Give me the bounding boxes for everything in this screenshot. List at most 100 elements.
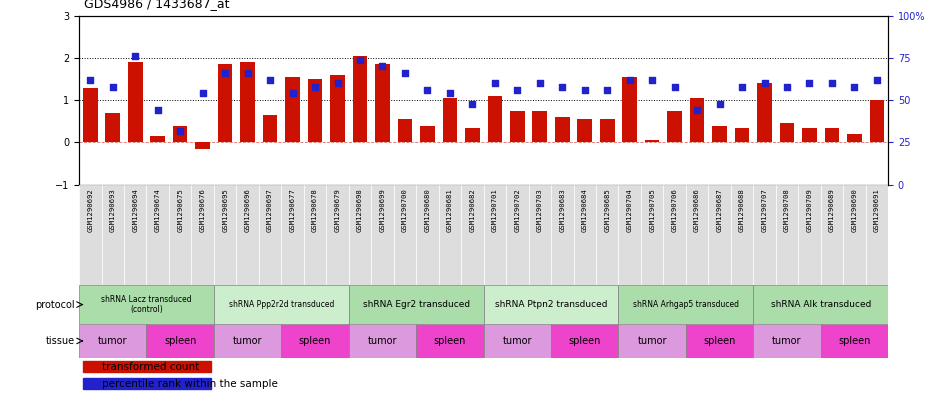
- Text: GSM1290701: GSM1290701: [492, 189, 498, 233]
- Bar: [349, 324, 417, 358]
- Bar: [622, 77, 637, 142]
- Bar: [551, 324, 618, 358]
- Bar: [417, 185, 439, 285]
- Text: GSM1290683: GSM1290683: [559, 189, 565, 233]
- Bar: [83, 378, 211, 389]
- Point: [779, 84, 794, 90]
- Bar: [803, 128, 817, 142]
- Point: [151, 107, 166, 114]
- Text: GSM1290692: GSM1290692: [87, 189, 93, 233]
- Point: [420, 87, 435, 93]
- Text: tumor: tumor: [772, 336, 802, 346]
- Bar: [600, 119, 615, 142]
- Point: [690, 107, 705, 114]
- Text: tumor: tumor: [98, 336, 127, 346]
- Point: [397, 70, 412, 76]
- Bar: [214, 285, 349, 324]
- Point: [375, 63, 390, 70]
- Point: [578, 87, 592, 93]
- Bar: [330, 75, 345, 142]
- Bar: [533, 111, 547, 142]
- Text: GSM1290698: GSM1290698: [357, 189, 363, 233]
- Bar: [147, 324, 214, 358]
- Bar: [644, 140, 659, 142]
- Point: [240, 70, 255, 76]
- Bar: [776, 185, 798, 285]
- Bar: [443, 98, 458, 142]
- Point: [847, 84, 862, 90]
- Text: GSM1290705: GSM1290705: [649, 189, 655, 233]
- Point: [127, 53, 142, 59]
- Bar: [398, 119, 412, 142]
- Bar: [236, 185, 259, 285]
- Text: GSM1290691: GSM1290691: [874, 189, 880, 233]
- Text: spleen: spleen: [433, 336, 466, 346]
- Text: spleen: spleen: [838, 336, 870, 346]
- Bar: [195, 142, 210, 149]
- Bar: [618, 324, 685, 358]
- Bar: [753, 285, 888, 324]
- Bar: [555, 117, 569, 142]
- Bar: [169, 185, 192, 285]
- Bar: [596, 185, 618, 285]
- Bar: [825, 128, 839, 142]
- Bar: [214, 185, 236, 285]
- Bar: [641, 185, 663, 285]
- Point: [644, 77, 659, 83]
- Text: GSM1290688: GSM1290688: [739, 189, 745, 233]
- Bar: [753, 324, 820, 358]
- Text: GSM1290695: GSM1290695: [222, 189, 228, 233]
- Bar: [349, 285, 484, 324]
- Bar: [281, 185, 304, 285]
- Point: [735, 84, 750, 90]
- Bar: [487, 96, 502, 142]
- Bar: [574, 185, 596, 285]
- Bar: [375, 64, 390, 142]
- Bar: [690, 98, 704, 142]
- Point: [532, 80, 547, 86]
- Bar: [79, 185, 101, 285]
- Bar: [420, 125, 434, 142]
- Text: GDS4986 / 1433687_at: GDS4986 / 1433687_at: [84, 0, 229, 10]
- Text: shRNA Egr2 transduced: shRNA Egr2 transduced: [363, 300, 470, 309]
- Point: [757, 80, 772, 86]
- Bar: [484, 324, 551, 358]
- Text: GSM1290681: GSM1290681: [447, 189, 453, 233]
- Bar: [779, 123, 794, 142]
- Text: GSM1290696: GSM1290696: [245, 189, 250, 233]
- Bar: [465, 128, 480, 142]
- Point: [600, 87, 615, 93]
- Text: GSM1290694: GSM1290694: [132, 189, 139, 233]
- Bar: [847, 134, 862, 142]
- Text: spleen: spleen: [568, 336, 601, 346]
- Bar: [218, 64, 232, 142]
- Bar: [286, 77, 299, 142]
- Text: GSM1290690: GSM1290690: [852, 189, 857, 233]
- Bar: [308, 79, 323, 142]
- Bar: [578, 119, 592, 142]
- Bar: [281, 324, 349, 358]
- Text: tumor: tumor: [232, 336, 262, 346]
- Bar: [192, 185, 214, 285]
- Text: shRNA Ptpn2 transduced: shRNA Ptpn2 transduced: [495, 300, 607, 309]
- Text: GSM1290684: GSM1290684: [582, 189, 588, 233]
- Point: [712, 101, 727, 107]
- Text: GSM1290708: GSM1290708: [784, 189, 790, 233]
- Text: GSM1290707: GSM1290707: [762, 189, 767, 233]
- Point: [330, 80, 345, 86]
- Point: [218, 70, 232, 76]
- Text: GSM1290689: GSM1290689: [829, 189, 835, 233]
- Point: [173, 127, 188, 134]
- Text: GSM1290709: GSM1290709: [806, 189, 813, 233]
- Bar: [753, 185, 776, 285]
- Text: percentile rank within the sample: percentile rank within the sample: [101, 379, 277, 389]
- Bar: [240, 62, 255, 142]
- Bar: [352, 56, 367, 142]
- Text: tumor: tumor: [367, 336, 397, 346]
- Text: GSM1290702: GSM1290702: [514, 189, 520, 233]
- Bar: [618, 185, 641, 285]
- Bar: [618, 285, 753, 324]
- Point: [802, 80, 817, 86]
- Bar: [820, 185, 844, 285]
- Point: [510, 87, 525, 93]
